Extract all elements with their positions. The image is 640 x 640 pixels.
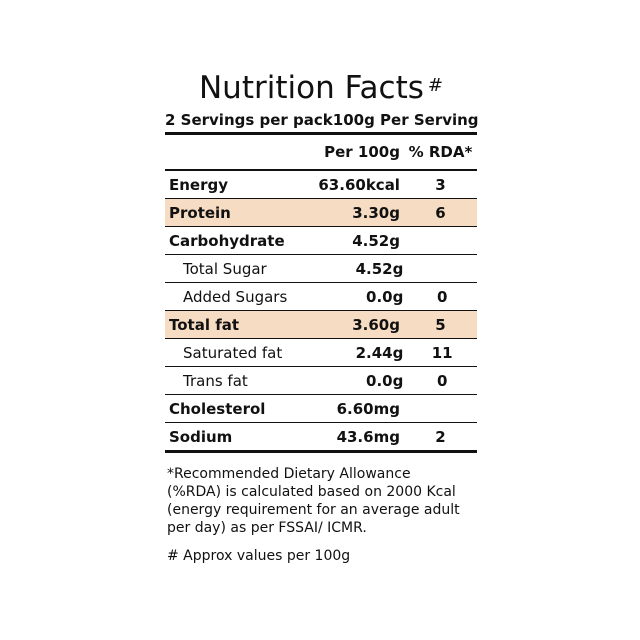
column-header-row: Per 100g % RDA* bbox=[165, 135, 477, 169]
nutrient-row-protein: Protein 3.30g 6 bbox=[165, 199, 477, 226]
nutrient-value: 4.52g bbox=[352, 231, 400, 250]
nutrient-row-total-sugar: Total Sugar 4.52g bbox=[165, 255, 477, 282]
nutrient-value: 3.60g bbox=[352, 315, 400, 334]
nutrient-rda: 0 bbox=[436, 371, 448, 390]
divider-medium bbox=[165, 169, 477, 171]
divider-thin bbox=[165, 282, 477, 283]
rda-footnote: *Recommended Dietary Allowance (%RDA) is… bbox=[167, 466, 460, 536]
nutrient-name: Total Sugar bbox=[183, 259, 267, 278]
nutrition-facts-label: Nutrition Facts # 2 Servings per pack 100… bbox=[165, 70, 479, 565]
divider-thin bbox=[165, 338, 477, 339]
nutrient-value: 0.0g bbox=[366, 371, 404, 390]
nutrient-value: 0.0g bbox=[366, 287, 404, 306]
divider-thick bbox=[165, 450, 477, 453]
nutrient-rda: 6 bbox=[435, 203, 446, 222]
nutrient-value: 6.60mg bbox=[336, 399, 400, 418]
nutrient-rda: 3 bbox=[435, 175, 446, 194]
nutrient-row-trans-fat: Trans fat 0.0g 0 bbox=[165, 367, 477, 394]
nutrient-row-carbohydrate: Carbohydrate 4.52g bbox=[165, 227, 477, 254]
nutrient-rda: 2 bbox=[435, 427, 446, 446]
nutrient-rda: 0 bbox=[436, 287, 448, 306]
divider-thin bbox=[165, 254, 477, 255]
nutrient-name: Sodium bbox=[169, 427, 233, 446]
column-header-per100g: Per 100g bbox=[324, 143, 400, 161]
nutrient-row-energy: Energy 63.60kcal 3 bbox=[165, 171, 477, 198]
serving-size: 100g Per Serving bbox=[332, 111, 479, 129]
title-text: Nutrition Facts bbox=[198, 70, 424, 106]
approx-values-footnote: # Approx values per 100g bbox=[167, 548, 351, 564]
label-title: Nutrition Facts # bbox=[165, 70, 477, 106]
nutrient-name: Cholesterol bbox=[169, 399, 266, 418]
nutrient-value: 43.6mg bbox=[336, 427, 400, 446]
nutrient-row-added-sugars: Added Sugars 0.0g 0 bbox=[165, 283, 477, 310]
nutrient-row-cholesterol: Cholesterol 6.60mg bbox=[165, 395, 477, 422]
servings-line: 2 Servings per pack 100g Per Serving bbox=[165, 108, 479, 132]
nutrient-rda: 11 bbox=[431, 343, 453, 362]
nutrient-row-total-fat: Total fat 3.60g 5 bbox=[165, 311, 477, 338]
divider-thin bbox=[165, 226, 477, 227]
nutrient-value: 2.44g bbox=[355, 343, 404, 362]
nutrient-name: Energy bbox=[169, 175, 229, 194]
divider-thin bbox=[165, 198, 477, 199]
nutrient-name: Trans fat bbox=[183, 371, 248, 390]
nutrient-value: 4.52g bbox=[355, 259, 404, 278]
servings-per-pack: 2 Servings per pack bbox=[165, 111, 333, 129]
nutrient-name: Total fat bbox=[169, 315, 240, 334]
divider-thin bbox=[165, 310, 477, 311]
nutrient-name: Protein bbox=[169, 203, 231, 222]
divider-thin bbox=[165, 366, 477, 367]
nutrient-name: Saturated fat bbox=[183, 343, 283, 362]
nutrient-name: Carbohydrate bbox=[169, 231, 285, 250]
nutrient-rda: 5 bbox=[435, 315, 446, 334]
divider-thick bbox=[165, 132, 477, 135]
nutrient-value: 3.30g bbox=[352, 203, 400, 222]
nutrient-value: 63.60kcal bbox=[318, 175, 400, 194]
nutrient-name: Added Sugars bbox=[183, 287, 288, 306]
divider-thin bbox=[165, 394, 477, 395]
title-footnote-mark: # bbox=[427, 75, 443, 96]
nutrient-row-sodium: Sodium 43.6mg 2 bbox=[165, 423, 477, 450]
divider-thin bbox=[165, 422, 477, 423]
column-header-rda: % RDA* bbox=[408, 143, 473, 161]
nutrient-row-saturated-fat: Saturated fat 2.44g 11 bbox=[165, 339, 477, 366]
